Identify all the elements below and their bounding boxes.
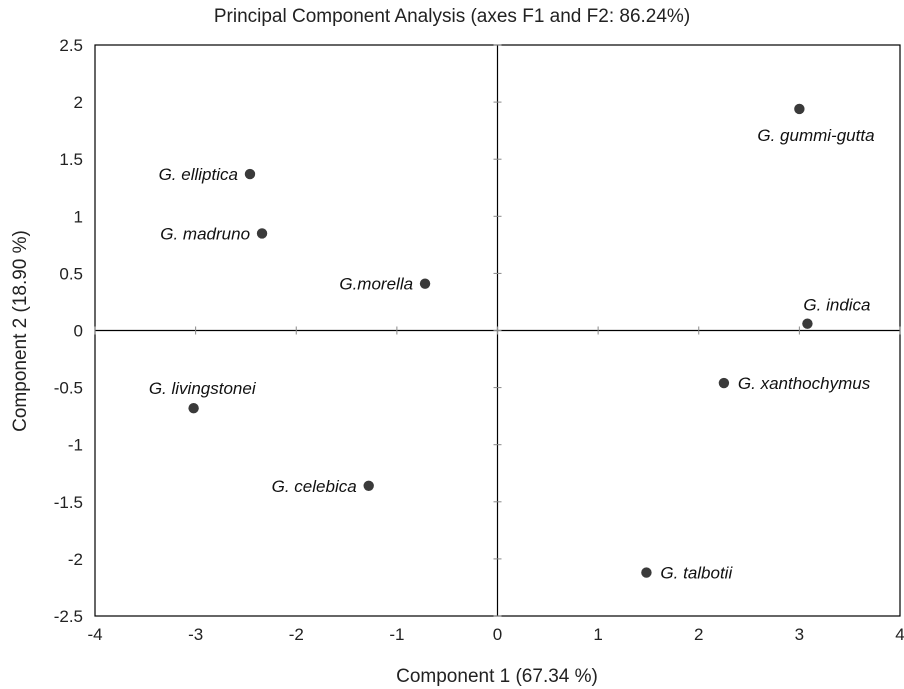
point-label: G.morella xyxy=(339,275,413,294)
x-tick-label: -3 xyxy=(188,625,203,644)
data-point xyxy=(641,567,652,578)
data-point xyxy=(188,402,199,414)
data-point xyxy=(802,318,813,329)
y-tick-label: -2 xyxy=(68,550,83,569)
y-tick-label: 1.5 xyxy=(59,150,83,169)
point-label: G. indica xyxy=(803,296,870,315)
data-point xyxy=(419,278,431,289)
y-tick-label: 1 xyxy=(74,207,83,226)
chart-title: Principal Component Analysis (axes F1 an… xyxy=(213,6,691,27)
x-tick-label: -2 xyxy=(289,625,304,644)
x-axis-title: Component 1 (67.34 %) xyxy=(396,666,598,687)
x-tick-label: 4 xyxy=(895,625,904,644)
data-point xyxy=(244,168,256,180)
y-tick-label: 0.5 xyxy=(59,264,83,283)
point-label: G. gummi-gutta xyxy=(757,126,874,145)
data-point xyxy=(718,377,730,389)
points-layer xyxy=(188,103,813,578)
labels-layer: G. gummi-gutta G. elliptica G. madruno G.mo… xyxy=(149,126,875,583)
x-tick-label: 0 xyxy=(493,625,502,644)
point-label: G. talbotii xyxy=(660,564,733,583)
y-tick-label: 0 xyxy=(74,322,83,341)
point-label: G. madruno xyxy=(160,224,250,243)
x-tick-label: 2 xyxy=(694,625,703,644)
data-point xyxy=(794,103,805,115)
x-tick-label: 3 xyxy=(795,625,804,644)
point-label: G. celebica xyxy=(272,477,357,496)
point-label: G. elliptica xyxy=(159,165,238,184)
y-axis-title: Component 2 (18.90 %) xyxy=(10,230,31,432)
y-tick-label: -0.5 xyxy=(54,379,83,398)
x-tick-label: -4 xyxy=(87,625,102,644)
y-tick-label: 2.5 xyxy=(59,36,83,55)
y-tick-label: 2 xyxy=(74,93,83,112)
y-tick-label: -1.5 xyxy=(54,493,83,512)
x-tick-label: 1 xyxy=(593,625,602,644)
point-label: G. xanthochymus xyxy=(738,374,871,393)
x-tick-label: -1 xyxy=(389,625,404,644)
y-tick-label: -1 xyxy=(68,436,83,455)
data-point xyxy=(256,228,268,239)
point-label: G. livingstonei xyxy=(149,379,257,398)
y-tick-label: -2.5 xyxy=(54,607,83,626)
data-point xyxy=(363,480,374,492)
ticks-layer: -4 -3 -2 -1 0 1 2 3 4 -2.5 -2 -1.5 -1 -0.5 0 0.5 1 1.5 2 2.… xyxy=(54,36,904,644)
